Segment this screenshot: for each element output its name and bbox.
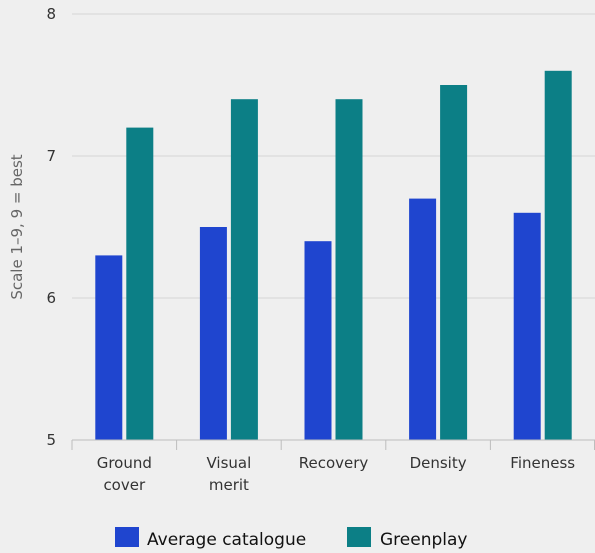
y-axis-ticks: 5 6 7 8 xyxy=(46,5,56,449)
bar-greenplay-1[interactable] xyxy=(230,99,258,440)
bar-greenplay-4[interactable] xyxy=(544,70,572,441)
x-axis-categories: Ground cover Visual merit Recovery Density Fin… xyxy=(97,454,576,494)
y-axis-title: Scale 1–9, 9 = best xyxy=(8,154,26,299)
x-axis xyxy=(71,439,595,450)
bar-average-catalogue-0[interactable] xyxy=(95,255,123,440)
legend-swatch-greenplay[interactable] xyxy=(347,527,371,547)
bar-average-catalogue-2[interactable] xyxy=(304,241,332,440)
legend: Average catalogue Greenplay xyxy=(115,527,467,550)
y-tick-label: 8 xyxy=(46,5,56,23)
x-category-label: Recovery xyxy=(299,454,369,472)
legend-swatch-average-catalogue[interactable] xyxy=(115,527,139,547)
bar-average-catalogue-1[interactable] xyxy=(199,227,227,440)
bar-greenplay-2[interactable] xyxy=(335,99,363,440)
legend-label-average-catalogue[interactable]: Average catalogue xyxy=(147,530,306,550)
y-tick-label: 7 xyxy=(46,147,56,165)
x-category-label: Visual xyxy=(207,454,252,472)
bar-greenplay-3[interactable] xyxy=(440,85,468,440)
legend-label-greenplay[interactable]: Greenplay xyxy=(380,530,467,550)
y-tick-label: 6 xyxy=(46,289,56,307)
y-tick-label: 5 xyxy=(46,431,56,449)
x-category-label: Ground xyxy=(97,454,152,472)
x-category-label: merit xyxy=(209,476,249,494)
bar-average-catalogue-3[interactable] xyxy=(409,198,437,440)
bar-greenplay-0[interactable] xyxy=(126,127,154,440)
bars xyxy=(95,70,572,441)
x-category-label: Fineness xyxy=(510,454,575,472)
gridlines xyxy=(72,13,595,299)
x-category-label: Density xyxy=(410,454,467,472)
bar-average-catalogue-4[interactable] xyxy=(513,212,541,440)
x-category-label: cover xyxy=(103,476,146,494)
